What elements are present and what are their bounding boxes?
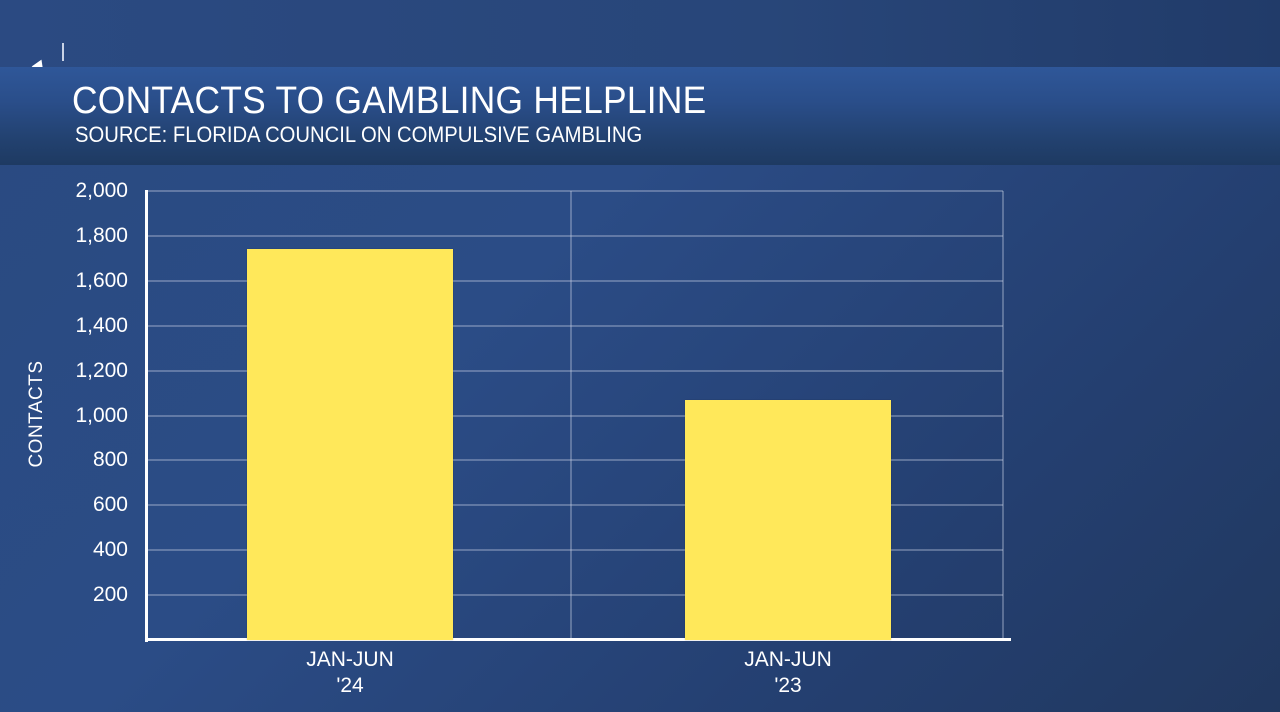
x-tick-label-line: '23 (774, 674, 802, 697)
y-tick-label: 1,000 (75, 403, 128, 427)
y-tick-label: 600 (92, 493, 128, 517)
chart-title: CONTACTS TO GAMBLING HELPLINE (72, 80, 707, 122)
chart-source: SOURCE: FLORIDA COUNCIL ON COMPULSIVE GA… (75, 122, 643, 147)
gridline (148, 369, 1003, 372)
y-tick-label: 1,800 (75, 223, 128, 247)
gridline (148, 549, 1003, 552)
bar (247, 249, 453, 640)
x-tick-label: JAN-JUN '24 (240, 647, 460, 699)
y-tick-label: 2,000 (75, 179, 128, 202)
gridline (148, 234, 1003, 237)
y-tick-label: 1,600 (75, 268, 128, 292)
x-tick-label: JAN-JUN '23 (678, 647, 898, 699)
gridline (148, 279, 1003, 282)
vertical-gridline (570, 191, 572, 640)
title-banner (0, 67, 1280, 165)
gridline (148, 324, 1003, 327)
x-tick-label-line: JAN-JUN (744, 648, 832, 671)
y-tick-label: 800 (92, 448, 128, 472)
top-strip (0, 0, 1280, 67)
x-axis-line (145, 638, 1011, 641)
gridline (148, 414, 1003, 417)
gridline (148, 504, 1003, 507)
gridline (148, 190, 1003, 192)
y-tick-label: 400 (92, 538, 128, 562)
gridline (148, 594, 1003, 597)
gridline (148, 459, 1003, 462)
corner-tick-mark (62, 43, 64, 61)
x-tick-label-line: '24 (336, 674, 364, 697)
y-tick-label: 200 (92, 583, 128, 607)
bar (685, 399, 891, 640)
y-axis-title: CONTACTS (26, 360, 47, 468)
x-tick-label-line: JAN-JUN (306, 648, 394, 671)
y-tick-label: 1,400 (75, 313, 128, 337)
y-tick-label: 1,200 (75, 358, 128, 382)
y-axis-line (145, 190, 148, 642)
vertical-gridline (1002, 191, 1004, 640)
